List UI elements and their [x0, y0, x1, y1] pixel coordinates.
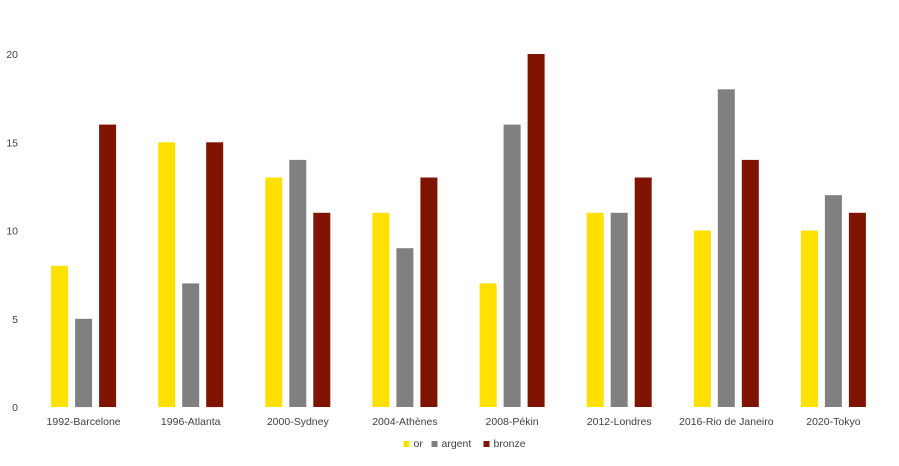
bar-series-group [51, 54, 866, 408]
legend-swatch [431, 441, 438, 447]
x-tick-label: 2012-Londres [587, 416, 652, 428]
x-axis: 1992-Barcelone 1996-Atlanta 2000-Sydney 200… [47, 416, 861, 428]
series-argent [75, 89, 842, 408]
x-tick-label: 2016-Rio de Janeiro [679, 416, 774, 428]
legend-label: argent [442, 438, 472, 450]
bar-or-6 [693, 230, 711, 407]
y-tick-label: 15 [6, 137, 18, 149]
y-axis: 0 5 10 15 20 [6, 49, 18, 414]
bar-argent-5 [610, 212, 628, 407]
bar-argent-6 [717, 89, 735, 408]
y-tick-label: 5 [12, 314, 18, 326]
bar-bronze-4 [527, 54, 545, 407]
y-tick-label: 10 [6, 226, 18, 238]
bar-bronze-5 [634, 177, 652, 407]
bar-argent-1 [182, 283, 200, 407]
bar-or-3 [372, 212, 390, 407]
bar-or-4 [479, 283, 497, 407]
bar-argent-2 [289, 159, 307, 407]
legend-label: bronze [494, 438, 526, 450]
bar-bronze-2 [313, 212, 331, 407]
legend-swatch [403, 441, 410, 447]
bar-bronze-3 [420, 177, 438, 407]
bar-argent-4 [503, 124, 521, 407]
bar-argent-7 [824, 195, 842, 407]
bar-bronze-0 [99, 124, 117, 407]
legend-item-bronze: bronze [483, 438, 526, 450]
x-tick-label: 2000-Sydney [267, 416, 330, 428]
y-tick-label: 20 [6, 49, 18, 61]
legend-swatch [483, 441, 490, 447]
legend-item-or: or [403, 438, 424, 450]
legend-label: or [414, 438, 424, 450]
bar-or-1 [158, 142, 176, 408]
series-bronze [99, 54, 866, 408]
bar-bronze-7 [848, 212, 866, 407]
legend-item-argent: argent [431, 438, 472, 450]
bar-argent-3 [396, 248, 414, 407]
x-tick-label: 1992-Barcelone [47, 416, 121, 428]
series-or [51, 142, 818, 408]
y-tick-label: 0 [12, 402, 18, 414]
legend: or argent bronze [403, 438, 526, 450]
x-tick-label: 1996-Atlanta [161, 416, 221, 428]
x-tick-label: 2004-Athènes [372, 416, 437, 428]
bar-or-0 [51, 265, 69, 407]
bar-or-2 [265, 177, 283, 407]
x-tick-label: 2008-Pékin [486, 416, 539, 428]
bar-bronze-1 [206, 142, 224, 408]
bar-bronze-6 [741, 159, 759, 407]
bar-or-7 [800, 230, 818, 407]
x-tick-label: 2020-Tokyo [806, 416, 860, 428]
bar-or-5 [586, 212, 604, 407]
bar-argent-0 [75, 318, 93, 408]
